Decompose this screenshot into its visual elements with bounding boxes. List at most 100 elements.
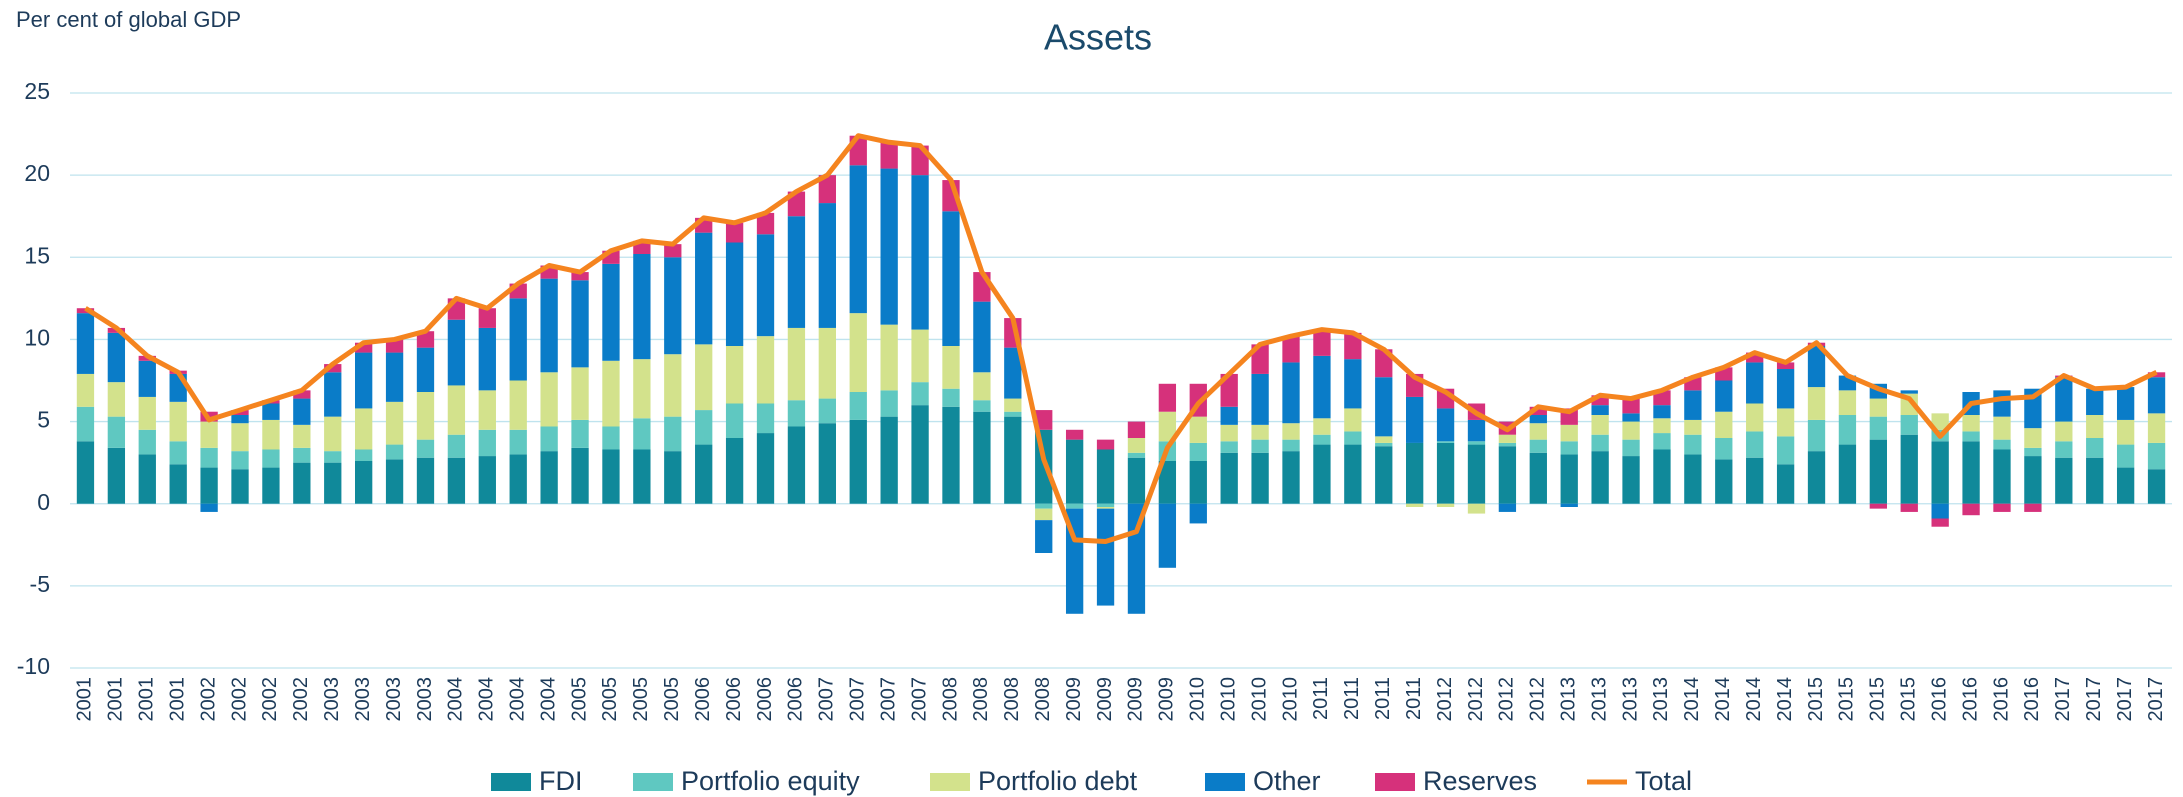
bar-segment xyxy=(2024,447,2042,457)
bar-segment xyxy=(1436,408,1455,442)
bar-segment xyxy=(416,439,435,458)
bar-segment xyxy=(1622,421,1640,440)
bar-segment xyxy=(1096,503,1115,507)
bar-segment xyxy=(1715,411,1733,438)
bar-segment xyxy=(1622,456,1640,504)
bar-segment xyxy=(324,462,342,504)
bar-segment xyxy=(1931,441,1949,504)
x-tick-label: 2013 xyxy=(1650,677,1672,722)
bar-segment xyxy=(478,327,496,391)
bar-segment xyxy=(1560,454,1578,504)
bar-segment xyxy=(1869,503,1887,509)
bar-segment xyxy=(1251,452,1269,504)
legend-swatch xyxy=(633,773,673,791)
bar-segment xyxy=(540,372,558,427)
bar-segment xyxy=(1684,454,1702,504)
bar-segment xyxy=(416,392,435,440)
bars xyxy=(76,135,2166,614)
bar-segment xyxy=(1035,503,1053,509)
x-tick-label: 2016 xyxy=(1990,677,2012,722)
y-tick-label: -5 xyxy=(30,571,50,597)
bar-segment xyxy=(2147,442,2166,470)
bar-segment xyxy=(2055,441,2073,458)
bar-segment xyxy=(1251,424,1269,440)
x-tick-label: 2011 xyxy=(1310,677,1332,720)
bar-segment xyxy=(1591,415,1609,435)
bar-segment xyxy=(787,191,806,217)
bar-segment xyxy=(695,232,713,345)
bar-segment xyxy=(1220,452,1238,504)
y-tick-label: 5 xyxy=(37,407,50,433)
bar-segment xyxy=(1406,396,1424,443)
bar-segment xyxy=(1715,438,1733,460)
x-tick-label: 2009 xyxy=(1094,677,1116,722)
bar-segment xyxy=(1838,415,1857,445)
x-tick-label: 2001 xyxy=(166,677,188,722)
x-tick-label: 2016 xyxy=(2021,677,2043,722)
bar-segment xyxy=(1993,439,2011,450)
bar-segment xyxy=(1622,398,1640,414)
x-tick-label: 2009 xyxy=(1125,677,1147,722)
bar-segment xyxy=(200,467,218,504)
bar-segment xyxy=(787,400,806,427)
bar-segment xyxy=(1344,444,1362,504)
bar-segment xyxy=(1900,503,1918,512)
x-tick-label: 2008 xyxy=(1001,677,1023,722)
bar-segment xyxy=(1498,503,1517,512)
bar-segment xyxy=(1035,520,1053,553)
bar-segment xyxy=(2086,415,2104,438)
bar-segment xyxy=(1993,416,2011,440)
bar-segment xyxy=(1313,329,1331,356)
x-tick-label: 2012 xyxy=(1434,677,1456,722)
bar-segment xyxy=(76,406,95,442)
legend-swatch xyxy=(491,773,531,791)
bar-segment xyxy=(416,331,435,348)
bar-segment xyxy=(880,168,898,325)
bar-segment xyxy=(695,410,713,445)
bar-segment xyxy=(1467,441,1486,445)
bar-segment xyxy=(849,419,867,504)
bar-segment xyxy=(1653,449,1671,504)
y-tick-label: 25 xyxy=(24,78,50,104)
bar-segment xyxy=(664,257,682,355)
bar-segment xyxy=(1004,398,1022,412)
bar-segment xyxy=(725,438,744,504)
x-tick-label: 2008 xyxy=(970,677,992,722)
x-tick-label: 2002 xyxy=(259,677,281,722)
x-tick-label: 2015 xyxy=(1898,677,1920,722)
bar-segment xyxy=(1220,406,1238,425)
bar-segment xyxy=(1529,415,1547,424)
bar-segment xyxy=(602,449,620,504)
bar-segment xyxy=(2086,388,2104,415)
bar-segment xyxy=(1869,398,1887,417)
bar-segment xyxy=(1004,411,1022,417)
bar-segment xyxy=(818,398,836,424)
bar-segment xyxy=(447,319,466,386)
bar-segment xyxy=(355,408,373,450)
bar-segment xyxy=(1529,439,1547,453)
bar-segment xyxy=(1529,452,1547,504)
bar-segment xyxy=(262,419,280,450)
x-tick-label: 2010 xyxy=(1248,677,1270,722)
bar-segment xyxy=(385,339,404,353)
x-tick-label: 2014 xyxy=(1712,677,1734,722)
bar-segment xyxy=(1591,434,1609,452)
bar-segment xyxy=(509,298,527,381)
bar-segment xyxy=(447,434,466,458)
bar-segment xyxy=(664,416,682,452)
bar-segment xyxy=(1375,377,1393,437)
bar-segment xyxy=(1158,461,1177,504)
bar-segment xyxy=(1065,503,1084,509)
bar-segment xyxy=(1993,390,2011,417)
bar-segment xyxy=(1436,441,1455,443)
bar-segment xyxy=(540,451,558,504)
x-tick-label: 2009 xyxy=(1063,677,1085,722)
bar-segment xyxy=(478,308,496,328)
bar-segment xyxy=(478,456,496,504)
bar-segment xyxy=(880,142,898,169)
bar-segment xyxy=(1869,439,1887,504)
chart-title: Assets xyxy=(1044,17,1152,58)
bar-segment xyxy=(478,390,496,430)
y-tick-label: 20 xyxy=(24,160,50,186)
bar-segment xyxy=(973,301,991,373)
